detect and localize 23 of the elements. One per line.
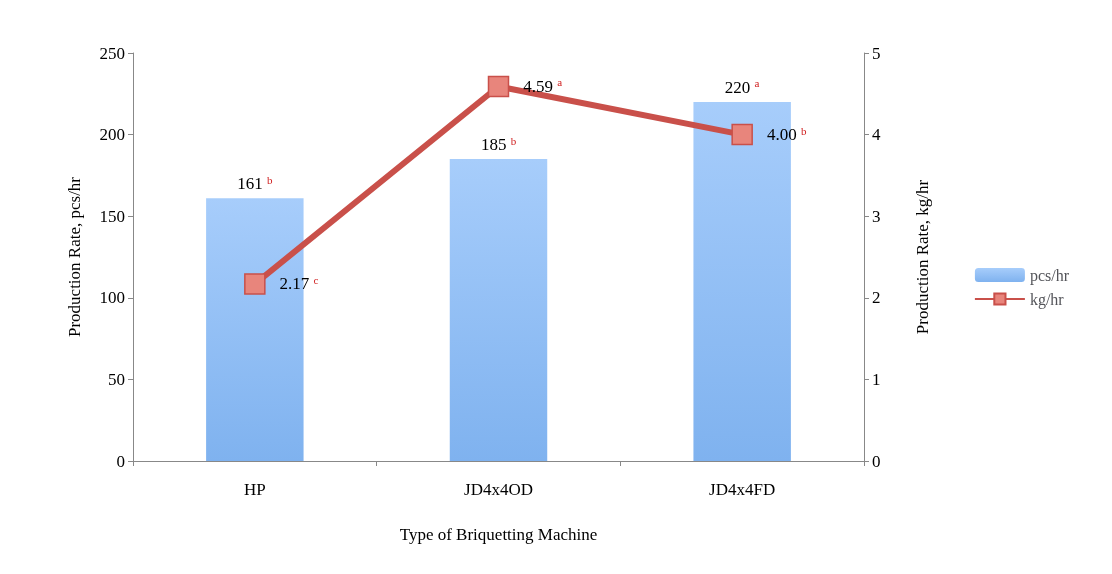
y-tick-label: 50 [108,369,125,389]
y-axis-title: Production Rate, pcs/hr [65,176,84,338]
y-tick-label: 200 [99,125,125,145]
x-axis-title: Type of Briquetting Machine [399,525,598,544]
y-tick-label: 250 [99,43,125,63]
point [244,273,266,295]
x-tick-label: HP [243,480,266,499]
y-tick-label: 0 [116,451,125,471]
legend-label: kg/hr [1029,290,1065,309]
y2-tick-label: 4 [872,125,881,145]
y2-tick-label: 5 [872,43,881,63]
point [487,75,510,98]
legend-label: pcs/hr [1029,266,1070,285]
y2-tick-label: 0 [872,451,881,471]
y2-tick-label: 2 [872,288,881,308]
point [731,123,753,146]
y-tick-label: 100 [99,288,125,308]
y2-tick-label: 1 [872,369,881,389]
x-tick-label: JD4x4FD [709,480,776,499]
x-tick-label: JD4x4OD [464,480,533,499]
y2-axis-title: Production Rate, kg/hr [913,179,932,335]
y2-tick-label: 3 [872,206,881,226]
y-tick-label: 150 [99,206,125,226]
